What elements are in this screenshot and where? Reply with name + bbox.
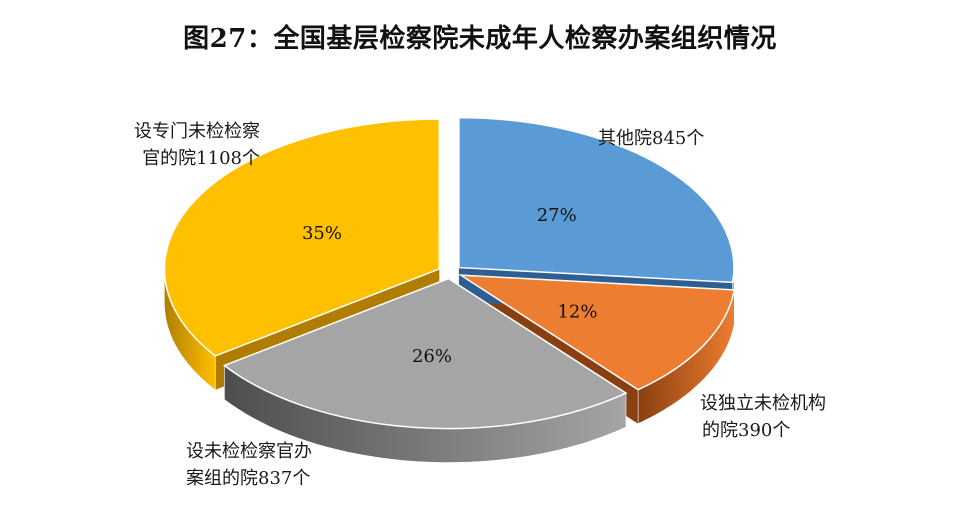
pie-slice-prosecutor-team xyxy=(222,277,628,430)
pie-pct-label-independent-agency: 12% xyxy=(557,301,597,322)
slice-label-prosecutor-team: 设未检检察官办 案组的院837个 xyxy=(186,441,312,489)
pie-pct-label-dedicated-prosecutor: 35% xyxy=(302,223,342,244)
pie-pct-label-other: 27% xyxy=(537,205,577,226)
slice-label-other: 其他院845个 xyxy=(598,128,705,149)
chart-title: 图27：全国基层检察院未成年人检察办案组织情况 xyxy=(183,24,777,54)
slice-label-independent-agency: 设独立未检机构 的院390个 xyxy=(700,393,826,441)
pie-slice-other xyxy=(458,116,735,284)
slice-label-dedicated-prosecutor: 设专门未检检察 官的院1108个 xyxy=(134,121,260,169)
pie-tops: 27% 12% 26% 35% xyxy=(163,116,736,430)
pie-pct-label-prosecutor-team: 26% xyxy=(412,346,452,367)
pie-slice-dedicated-prosecutor xyxy=(163,118,441,357)
pie-slice-independent-agency xyxy=(457,274,736,391)
